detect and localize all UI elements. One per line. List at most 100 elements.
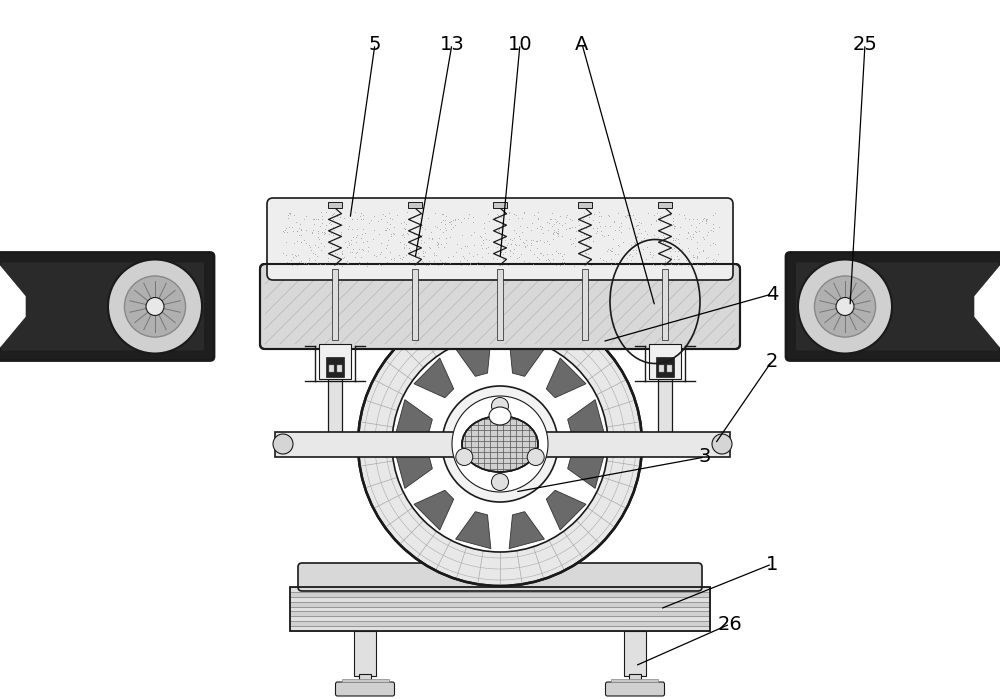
Point — [333, 226, 349, 238]
Point — [663, 258, 679, 269]
Bar — [290, 602, 710, 607]
Point — [646, 210, 662, 221]
Point — [548, 226, 564, 238]
Point — [681, 245, 697, 257]
Point — [670, 233, 686, 244]
Point — [421, 232, 437, 243]
Point — [633, 217, 649, 229]
Point — [531, 253, 547, 264]
Point — [623, 240, 639, 251]
Point — [420, 212, 436, 224]
Point — [556, 249, 572, 260]
Point — [329, 210, 345, 222]
Point — [525, 259, 541, 270]
Point — [501, 207, 517, 218]
Point — [293, 225, 309, 236]
Point — [677, 250, 693, 261]
Point — [409, 217, 425, 229]
Point — [385, 228, 401, 239]
Point — [550, 225, 566, 236]
Point — [340, 258, 356, 269]
Point — [503, 238, 519, 250]
Point — [302, 241, 318, 252]
Point — [395, 228, 411, 239]
Point — [397, 223, 413, 234]
Point — [337, 236, 353, 247]
Circle shape — [456, 449, 473, 466]
Point — [607, 258, 623, 269]
Point — [437, 222, 453, 233]
Point — [438, 232, 454, 243]
Point — [324, 249, 340, 260]
Point — [453, 216, 469, 227]
Bar — [497, 269, 503, 340]
Point — [298, 210, 314, 221]
Point — [655, 237, 671, 248]
Bar — [582, 269, 588, 340]
Point — [435, 226, 451, 238]
Point — [313, 245, 329, 256]
Point — [342, 246, 358, 257]
Point — [573, 222, 589, 233]
Point — [474, 252, 490, 263]
Point — [382, 218, 398, 229]
Point — [414, 255, 430, 266]
Point — [438, 232, 454, 243]
Point — [602, 244, 618, 255]
Point — [551, 217, 567, 229]
Point — [450, 213, 466, 224]
Point — [511, 231, 527, 242]
Circle shape — [146, 298, 164, 315]
Point — [498, 242, 514, 253]
Point — [401, 256, 417, 267]
Point — [629, 231, 645, 243]
Point — [699, 229, 715, 240]
Point — [680, 243, 696, 254]
Circle shape — [836, 298, 854, 315]
Point — [664, 243, 680, 254]
Point — [696, 212, 712, 223]
Point — [414, 219, 430, 231]
Point — [452, 255, 468, 266]
Bar — [290, 587, 710, 631]
Point — [525, 234, 541, 245]
Point — [689, 213, 705, 224]
Point — [353, 213, 369, 224]
Point — [647, 259, 663, 271]
Point — [588, 228, 604, 239]
Point — [432, 224, 448, 235]
Point — [665, 219, 681, 230]
Point — [575, 213, 591, 224]
Point — [341, 221, 357, 232]
Point — [695, 245, 711, 256]
Point — [434, 256, 450, 267]
Point — [519, 239, 535, 250]
Circle shape — [798, 259, 892, 354]
Point — [685, 231, 701, 243]
Point — [562, 233, 578, 245]
Point — [307, 240, 323, 251]
Point — [459, 240, 475, 252]
Point — [434, 208, 450, 219]
Point — [283, 254, 299, 266]
Point — [314, 213, 330, 224]
Point — [668, 233, 684, 244]
Point — [698, 257, 714, 268]
Point — [542, 213, 558, 224]
Point — [707, 257, 723, 268]
Point — [705, 256, 721, 267]
Point — [277, 225, 293, 236]
Point — [480, 247, 496, 259]
Point — [314, 217, 330, 229]
Point — [522, 245, 538, 256]
Point — [396, 239, 412, 250]
Point — [512, 220, 528, 231]
Point — [543, 213, 559, 224]
Point — [523, 234, 539, 245]
Point — [289, 235, 305, 246]
Point — [335, 252, 351, 264]
Point — [430, 238, 446, 250]
Point — [652, 237, 668, 248]
Point — [615, 236, 631, 247]
Point — [539, 217, 555, 228]
